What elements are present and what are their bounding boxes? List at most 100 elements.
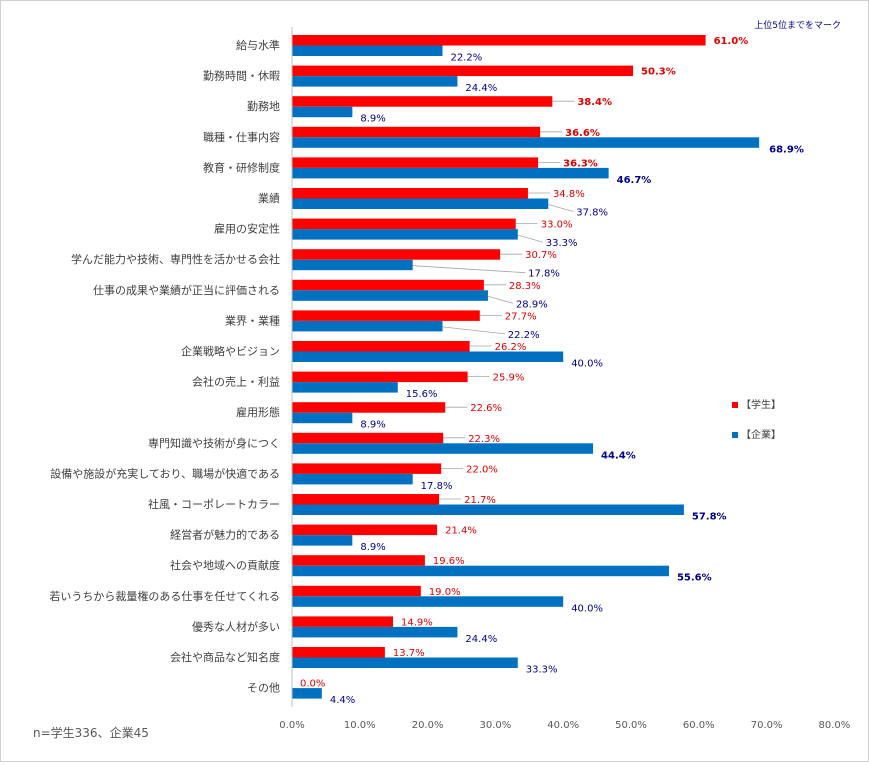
bar-enterprise (292, 596, 564, 607)
leader-line-enterprise (487, 295, 514, 304)
category-label: 勤務地 (247, 99, 280, 113)
bar-enterprise (292, 290, 488, 301)
data-label-student: 14.9% (401, 617, 433, 628)
category-label: 若いうちから裁量権のある仕事を任せてくれる (49, 589, 280, 603)
bar-enterprise (292, 45, 443, 56)
data-label-student: 21.7% (464, 495, 496, 506)
bar-student (292, 279, 484, 291)
bar-enterprise (292, 351, 564, 362)
category-label: 雇用形態 (236, 405, 280, 419)
data-label-student: 25.9% (493, 373, 525, 384)
category-label: 会社や商品など知名度 (170, 650, 280, 664)
bar-student (292, 157, 539, 168)
bar-enterprise (292, 198, 549, 209)
category-label: その他 (247, 682, 280, 695)
data-label-student: 33.0% (541, 220, 573, 231)
data-label-enterprise: 8.9% (360, 420, 385, 431)
data-label-student: 22.3% (468, 434, 500, 445)
data-label-enterprise: 33.3% (546, 238, 578, 249)
sample-size-note: n=学生336、企業45 (33, 725, 149, 740)
bar-student (292, 524, 438, 536)
x-tick-label: 0.0% (279, 720, 304, 731)
bar-enterprise (292, 535, 353, 546)
data-label-student: 22.0% (466, 464, 498, 475)
x-tick-label: 40.0% (547, 720, 579, 731)
data-label-student: 19.0% (429, 587, 461, 598)
bar-student (292, 341, 470, 352)
category-label: 学んだ能力や技術、専門性を活かせる会社 (71, 252, 280, 266)
x-tick-label: 30.0% (480, 720, 512, 731)
x-axis: 0.0% 10.0% 20.0% 30.0% 40.0% 50.0% 60.0% 70.0% 8… (279, 27, 850, 731)
bar-student (292, 65, 634, 77)
data-label-enterprise: 17.8% (528, 269, 560, 280)
category-label: 設備や施設が充実しており、職場が快適である (50, 466, 280, 480)
data-label-enterprise: 28.9% (516, 299, 548, 310)
data-label-student: 0.0% (300, 679, 325, 690)
x-tick-label: 10.0% (344, 720, 376, 731)
bar-student (292, 188, 528, 199)
category-label: 経営者が魅力的である (170, 528, 280, 542)
data-label-student: 61.0% (714, 36, 749, 47)
category-label: 仕事の成果や業績が正当に評価される (93, 283, 280, 297)
bar-enterprise (292, 565, 669, 577)
category-label: 社風・コーポレートカラー (148, 497, 280, 511)
data-label-enterprise: 24.4% (465, 634, 497, 645)
bar-enterprise (292, 106, 353, 118)
data-label-enterprise: 55.6% (677, 573, 712, 584)
bar-enterprise (292, 504, 684, 515)
data-label-enterprise: 68.9% (769, 144, 804, 155)
bar-student (292, 35, 706, 46)
data-label-student: 30.7% (525, 250, 557, 261)
data-label-student: 36.6% (565, 128, 600, 139)
category-label: 勤務時間・休暇 (203, 69, 280, 83)
data-label-enterprise: 40.0% (571, 603, 603, 614)
data-label-enterprise: 17.8% (421, 481, 453, 492)
category-label: 社会や地域への貢献度 (170, 558, 280, 572)
bar-enterprise (292, 320, 443, 332)
bar-student (292, 494, 440, 505)
leader-line-enterprise (517, 234, 543, 243)
data-label-student: 22.6% (470, 403, 502, 414)
x-tick-label: 70.0% (751, 720, 783, 731)
x-tick-label: 20.0% (412, 720, 444, 731)
leader-line-enterprise (548, 204, 574, 212)
category-label: 専門知識や技術が身につく (148, 436, 280, 450)
data-label-student: 13.7% (393, 648, 425, 659)
category-label: 優秀な人材が多い (192, 619, 280, 633)
category-label: 職種・仕事内容 (203, 130, 280, 144)
bar-enterprise (292, 688, 322, 699)
data-label-enterprise: 44.4% (601, 450, 636, 461)
leader-line-enterprise (442, 326, 505, 335)
data-label-enterprise: 15.6% (406, 389, 438, 400)
category-label: 業績 (258, 191, 280, 205)
bar-enterprise (292, 259, 413, 271)
data-label-student: 28.3% (509, 281, 541, 292)
bar-student (292, 126, 541, 138)
bar-student (292, 218, 516, 230)
data-label-student: 34.8% (553, 189, 585, 200)
bar-enterprise (292, 382, 398, 393)
data-label-student: 36.3% (563, 158, 598, 169)
data-labels-group: 61.0% 22.2% 50.3% 24.4% 38.4% 8.9% 36.6% 68.9% 3… (300, 36, 804, 706)
bar-enterprise (292, 137, 760, 148)
data-label-enterprise: 33.3% (526, 665, 558, 676)
x-tick-label: 50.0% (615, 720, 647, 731)
bar-student (292, 402, 446, 413)
x-tick-label: 60.0% (683, 720, 715, 731)
data-label-enterprise: 37.8% (576, 208, 608, 219)
bar-student (292, 371, 468, 383)
category-label: 給与水準 (236, 38, 280, 52)
legend: 【学生】【企業】 (732, 398, 781, 441)
bar-enterprise (292, 167, 609, 179)
leader-lines-group (412, 100, 575, 500)
bar-enterprise (292, 412, 353, 424)
legend-label: 【学生】 (741, 398, 781, 411)
bar-student (292, 555, 425, 566)
bar-student (292, 616, 394, 627)
category-label: 会社の売上・利益 (192, 375, 280, 389)
bar-student (292, 249, 501, 260)
bar-student (292, 310, 480, 321)
bar-student (292, 647, 385, 658)
category-label: 企業戦略やビジョン (181, 344, 280, 358)
